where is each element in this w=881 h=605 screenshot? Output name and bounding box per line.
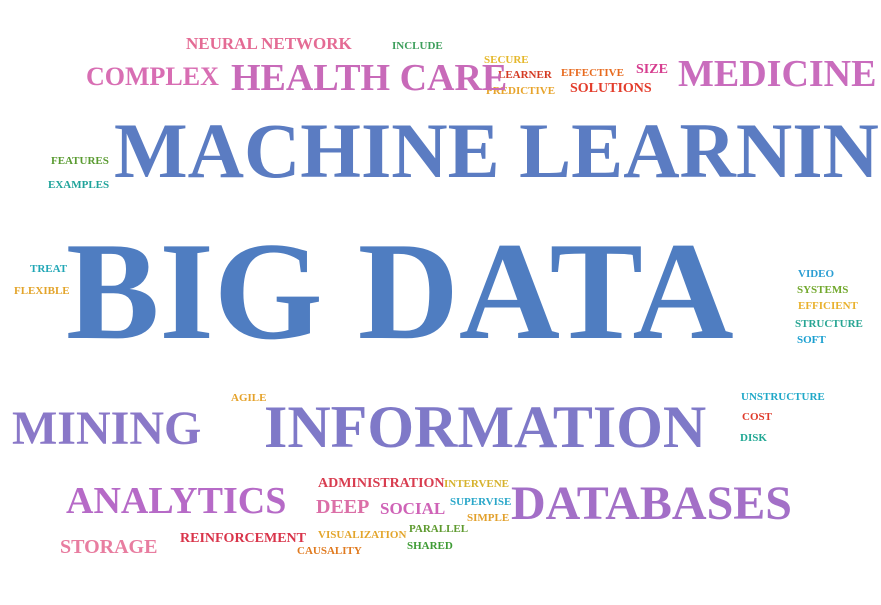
word-efficient: EFFICIENT	[798, 300, 858, 312]
word-storage: STORAGE	[60, 536, 158, 558]
word-big-data: BIG DATA	[66, 214, 734, 369]
word-flexible: FLEXIBLE	[14, 285, 70, 297]
word-agile: AGILE	[231, 392, 267, 404]
word-effective: EFFECTIVE	[561, 67, 624, 79]
word-neural-network: NEURAL NETWORK	[186, 34, 352, 53]
word-size: SIZE	[636, 62, 668, 77]
word-unstructure: UNSTRUCTURE	[741, 391, 825, 403]
word-solutions: SOLUTIONS	[570, 81, 652, 96]
word-machine-learning: MACHINE LEARNING	[114, 107, 881, 194]
word-parallel: PARALLEL	[409, 523, 469, 535]
word-analytics: ANALYTICS	[66, 480, 287, 522]
word-complex: COMPLEX	[86, 62, 219, 91]
word-learner: LEARNER	[498, 69, 552, 81]
word-social: SOCIAL	[380, 499, 446, 518]
word-soft: SOFT	[797, 334, 826, 346]
word-causality: CAUSALITY	[297, 545, 362, 557]
word-examples: EXAMPLES	[48, 179, 110, 191]
word-visualization: VISUALIZATION	[318, 529, 407, 541]
word-secure: SECURE	[484, 54, 529, 66]
word-treat: TREAT	[30, 263, 68, 275]
word-databases: DATABASES	[511, 477, 792, 530]
word-shared: SHARED	[407, 540, 453, 552]
word-cost: COST	[742, 411, 772, 423]
word-information: INFORMATION	[264, 394, 707, 460]
word-reinforcement: REINFORCEMENT	[180, 531, 307, 546]
word-mining: MINING	[12, 402, 202, 455]
word-deep: DEEP	[316, 496, 370, 518]
word-include: INCLUDE	[392, 40, 443, 52]
word-administration: ADMINISTRATION	[318, 476, 445, 491]
word-intervene: INTERVENE	[444, 478, 510, 490]
word-simple: SIMPLE	[467, 512, 510, 524]
word-video: VIDEO	[798, 268, 835, 280]
word-health-care: HEALTH CARE	[231, 57, 508, 99]
word-supervise: SUPERVISE	[450, 496, 512, 508]
word-predictive: PREDICTIVE	[486, 85, 556, 97]
word-medicine: MEDICINE	[678, 53, 877, 95]
word-features: FEATURES	[51, 155, 109, 167]
word-disk: DISK	[740, 432, 767, 444]
word-systems: SYSTEMS	[797, 284, 849, 296]
word-structure: STRUCTURE	[795, 318, 863, 330]
